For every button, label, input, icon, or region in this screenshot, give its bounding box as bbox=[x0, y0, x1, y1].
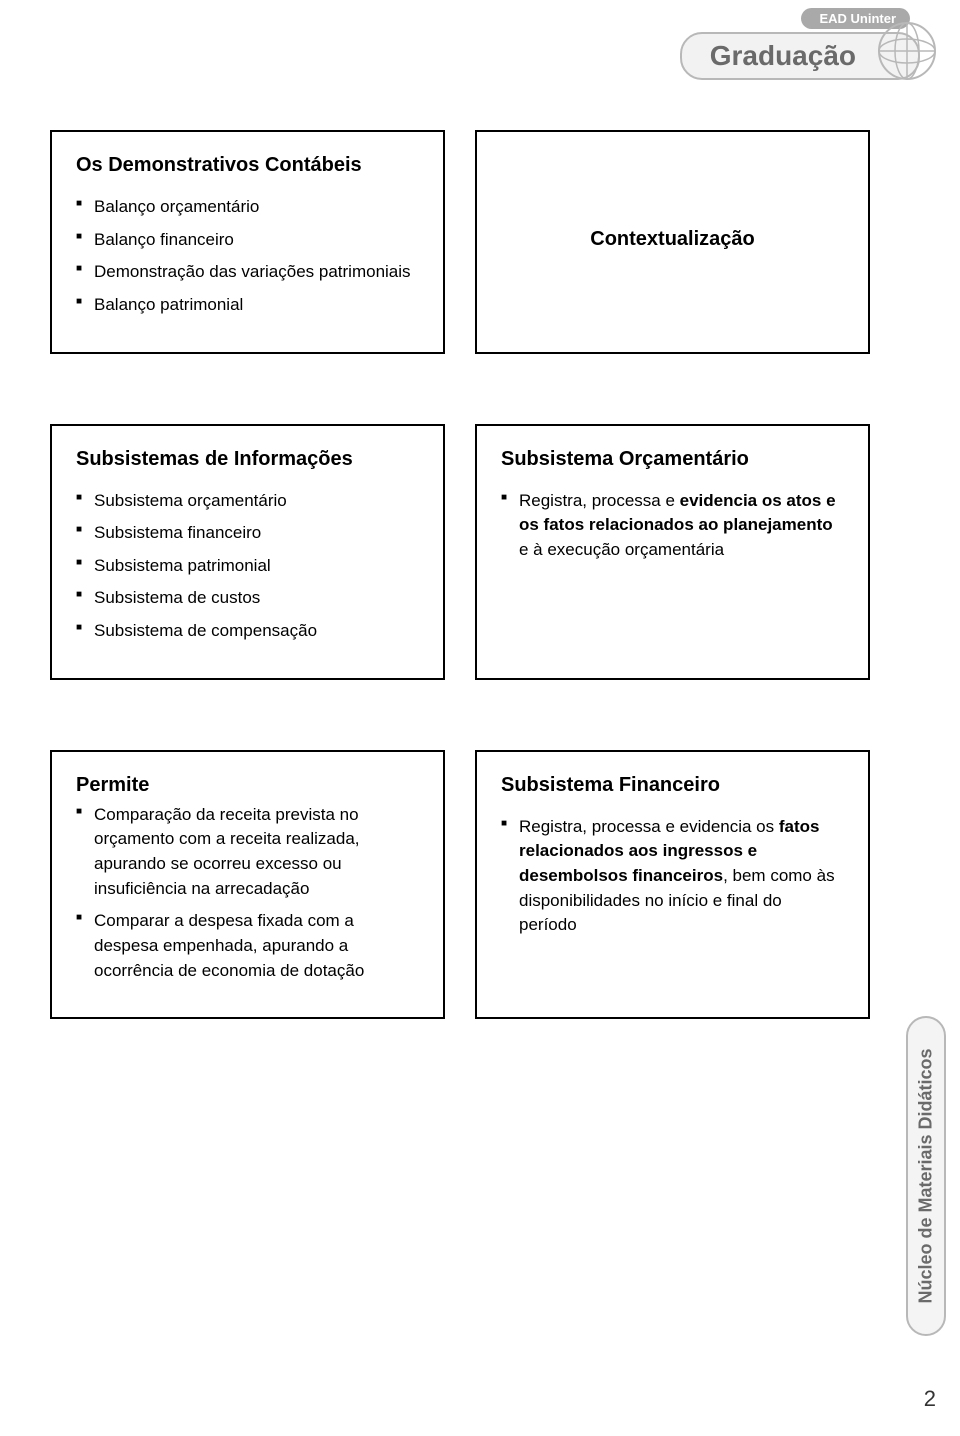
list-item: Subsistema patrimonial bbox=[76, 554, 419, 579]
bullet-list: Comparação da receita prevista no orçame… bbox=[76, 803, 419, 983]
box-title: Subsistema Financeiro bbox=[501, 774, 844, 797]
side-label-badge: Núcleo de Materiais Didáticos bbox=[906, 1016, 946, 1336]
page-content: Os Demonstrativos Contábeis Balanço orça… bbox=[50, 130, 870, 1386]
box-subsistema-orcamentario: Subsistema Orçamentário Registra, proces… bbox=[475, 424, 870, 680]
box-title: Os Demonstrativos Contábeis bbox=[76, 154, 419, 177]
bullet-list: Registra, processa e evidencia os atos e… bbox=[501, 489, 844, 563]
box-demonstrativos: Os Demonstrativos Contábeis Balanço orça… bbox=[50, 130, 445, 354]
box-subsistemas-info: Subsistemas de Informações Subsistema or… bbox=[50, 424, 445, 680]
box-title: Subsistema Orçamentário bbox=[501, 448, 844, 471]
list-item: Subsistema orçamentário bbox=[76, 489, 419, 514]
list-item: Demonstração das variações patrimoniais bbox=[76, 260, 419, 285]
list-item: Registra, processa e evidencia os atos e… bbox=[501, 489, 844, 563]
list-item: Subsistema de compensação bbox=[76, 619, 419, 644]
row-3: Permite Comparação da receita prevista n… bbox=[50, 750, 870, 1019]
bullet-list: Registra, processa e evidencia os fatos … bbox=[501, 815, 844, 938]
bullet-list: Balanço orçamentário Balanço financeiro … bbox=[76, 195, 419, 318]
list-item: Comparação da receita prevista no orçame… bbox=[76, 803, 419, 902]
box-title: Contextualização bbox=[590, 228, 754, 251]
list-item: Balanço financeiro bbox=[76, 228, 419, 253]
page-number: 2 bbox=[924, 1386, 936, 1412]
list-item: Balanço patrimonial bbox=[76, 293, 419, 318]
bullet-list: Subsistema orçamentário Subsistema finan… bbox=[76, 489, 419, 644]
box-title: Subsistemas de Informações bbox=[76, 448, 419, 471]
header-brand: EAD Uninter Graduação bbox=[580, 0, 960, 100]
list-item: Registra, processa e evidencia os fatos … bbox=[501, 815, 844, 938]
box-title: Permite bbox=[76, 774, 419, 797]
globe-icon bbox=[876, 20, 938, 82]
list-item: Balanço orçamentário bbox=[76, 195, 419, 220]
box-contextualizacao: Contextualização bbox=[475, 130, 870, 354]
row-1: Os Demonstrativos Contábeis Balanço orça… bbox=[50, 130, 870, 354]
box-subsistema-financeiro: Subsistema Financeiro Registra, processa… bbox=[475, 750, 870, 1019]
row-2: Subsistemas de Informações Subsistema or… bbox=[50, 424, 870, 680]
box-permite: Permite Comparação da receita prevista n… bbox=[50, 750, 445, 1019]
list-item: Subsistema financeiro bbox=[76, 521, 419, 546]
list-item: Comparar a despesa fixada com a despesa … bbox=[76, 909, 419, 983]
list-item: Subsistema de custos bbox=[76, 586, 419, 611]
side-label-text: Núcleo de Materiais Didáticos bbox=[916, 1048, 937, 1303]
